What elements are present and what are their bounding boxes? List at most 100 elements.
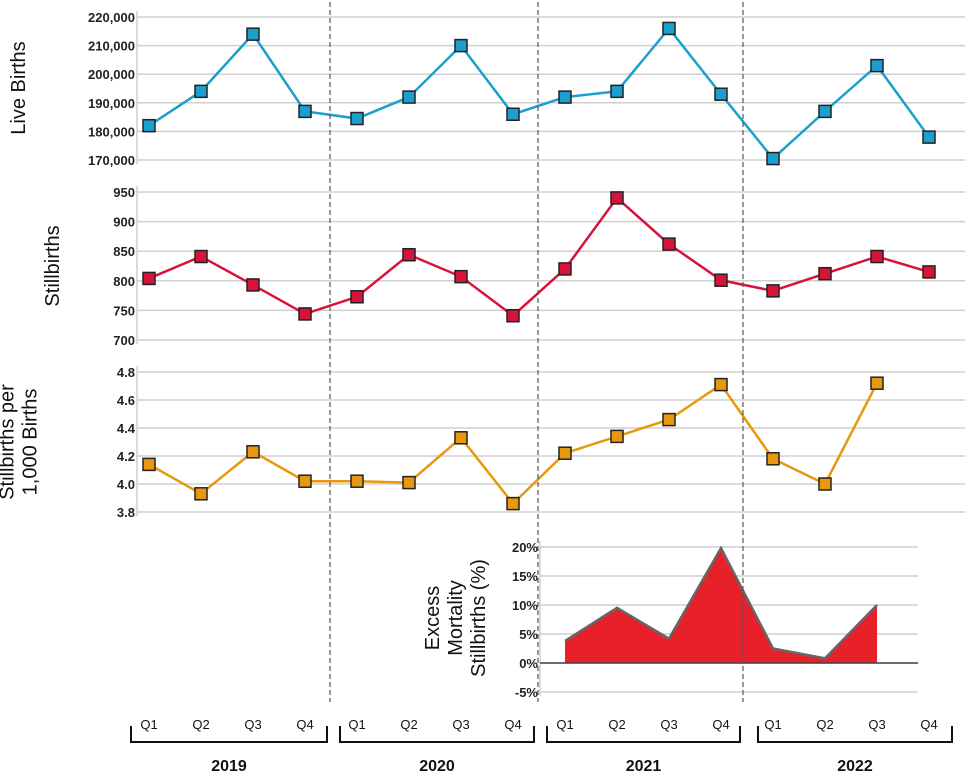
data-point (766, 452, 780, 466)
data-point (298, 474, 312, 488)
y-tick-label: 210,000 (88, 39, 135, 54)
data-point (142, 457, 156, 472)
data-point (142, 271, 156, 286)
y-tick-label: 200,000 (88, 67, 135, 82)
x-tick-label: Q3 (452, 717, 469, 732)
year-bracket (546, 726, 741, 743)
data-point (714, 87, 728, 101)
data-point (714, 273, 728, 287)
data-point (610, 191, 624, 205)
series-line (148, 382, 879, 506)
y-tick-label: 4.6 (117, 393, 135, 408)
panel-3: 4.8 4.6 4.4 4.2 4.0 3.8 Stillbirths per1,000 B… (0, 365, 965, 520)
y-axis-label: Live Births (8, 41, 30, 134)
data-point (454, 38, 468, 53)
y-tick-label: -5% (515, 685, 539, 700)
year-label: 2019 (211, 758, 247, 774)
year-bracket (130, 726, 328, 743)
data-point (298, 307, 312, 321)
data-point (870, 376, 884, 390)
x-tick-label: Q3 (868, 717, 885, 732)
data-point (402, 475, 416, 490)
x-tick-label: Q3 (660, 717, 677, 732)
y-axis-label-line: Mortality (445, 580, 467, 656)
data-point (142, 118, 156, 133)
x-tick-label: Q4 (712, 717, 729, 732)
year-label: 2021 (626, 758, 662, 774)
data-point (506, 308, 520, 323)
series-line (148, 26, 931, 161)
data-point (194, 249, 208, 264)
y-tick-label: 750 (113, 303, 135, 318)
data-point (558, 446, 572, 460)
y-axis-label-line: Stillbirths (%) (468, 559, 490, 677)
data-point (922, 265, 936, 279)
y-tick-label: 4.8 (117, 365, 135, 380)
x-tick-label: Q3 (244, 717, 261, 732)
y-axis-label-line: Stillbirths per (0, 384, 19, 500)
data-point (610, 84, 624, 99)
data-point (818, 477, 832, 491)
series-line (148, 196, 930, 318)
y-tick-label: 5% (519, 627, 538, 642)
y-tick-label: 15% (512, 569, 538, 584)
y-tick-label: 3.8 (117, 505, 135, 520)
data-point (818, 266, 832, 281)
x-tick-label: Q2 (816, 717, 833, 732)
data-point (350, 290, 364, 304)
data-point (766, 151, 780, 166)
data-point (454, 269, 468, 284)
year-bracket (339, 726, 535, 743)
x-tick-label: Q1 (140, 717, 157, 732)
y-axis-label-line: Stillbirths (42, 225, 64, 306)
data-point (454, 431, 468, 445)
x-tick-label: Q1 (556, 717, 573, 732)
y-tick-label: 10% (512, 598, 538, 613)
data-point (662, 412, 676, 427)
y-tick-label: 850 (113, 244, 135, 259)
data-point (350, 474, 364, 488)
x-tick-label: Q2 (192, 717, 209, 732)
data-point (662, 237, 676, 251)
data-point (818, 104, 832, 119)
y-tick-label: 4.0 (117, 477, 135, 492)
data-point (402, 248, 416, 262)
year-label: 2022 (837, 758, 873, 774)
data-point (506, 496, 520, 511)
y-tick-label: 700 (113, 333, 135, 348)
y-tick-label: 800 (113, 274, 135, 289)
data-point (402, 90, 416, 104)
x-tick-label: Q4 (920, 717, 937, 732)
data-point (610, 429, 624, 444)
y-axis-label-line: Live Births (8, 41, 30, 134)
y-tick-label: 20% (512, 540, 538, 555)
data-point (662, 21, 676, 36)
data-point (350, 111, 364, 126)
x-tick-label: Q4 (296, 717, 313, 732)
data-point (246, 445, 260, 459)
excess-mortality-area (565, 548, 877, 663)
y-tick-label: 180,000 (88, 124, 135, 139)
panel-4: 20% 15% 10% 5% 0% -5% ExcessMortalityStillbirt… (422, 540, 918, 700)
y-axis-label-line: Excess (422, 586, 444, 650)
y-tick-label: 950 (113, 185, 135, 200)
data-point (506, 107, 520, 121)
excess-mortality-outline (564, 545, 878, 660)
data-point (246, 27, 260, 41)
panel-1: 220,000 210,000 200,000 190,000 180,000 170,0… (8, 10, 965, 168)
data-point (558, 90, 572, 104)
data-point (870, 58, 884, 73)
data-point (766, 284, 780, 298)
panel-2: 950 900 850 800 750 700 Stillbirths (42, 185, 965, 348)
data-point (194, 487, 208, 501)
x-tick-label: Q2 (608, 717, 625, 732)
y-tick-label: 4.2 (117, 449, 135, 464)
x-tick-label: Q1 (764, 717, 781, 732)
y-axis-label: Stillbirths per1,000 Births (0, 384, 42, 500)
x-tick-label: Q2 (400, 717, 417, 732)
y-axis-label: Stillbirths (42, 225, 64, 306)
data-point (922, 130, 936, 144)
y-tick-label: 900 (113, 215, 135, 230)
y-tick-label: 4.4 (117, 421, 136, 436)
data-point (714, 377, 728, 392)
